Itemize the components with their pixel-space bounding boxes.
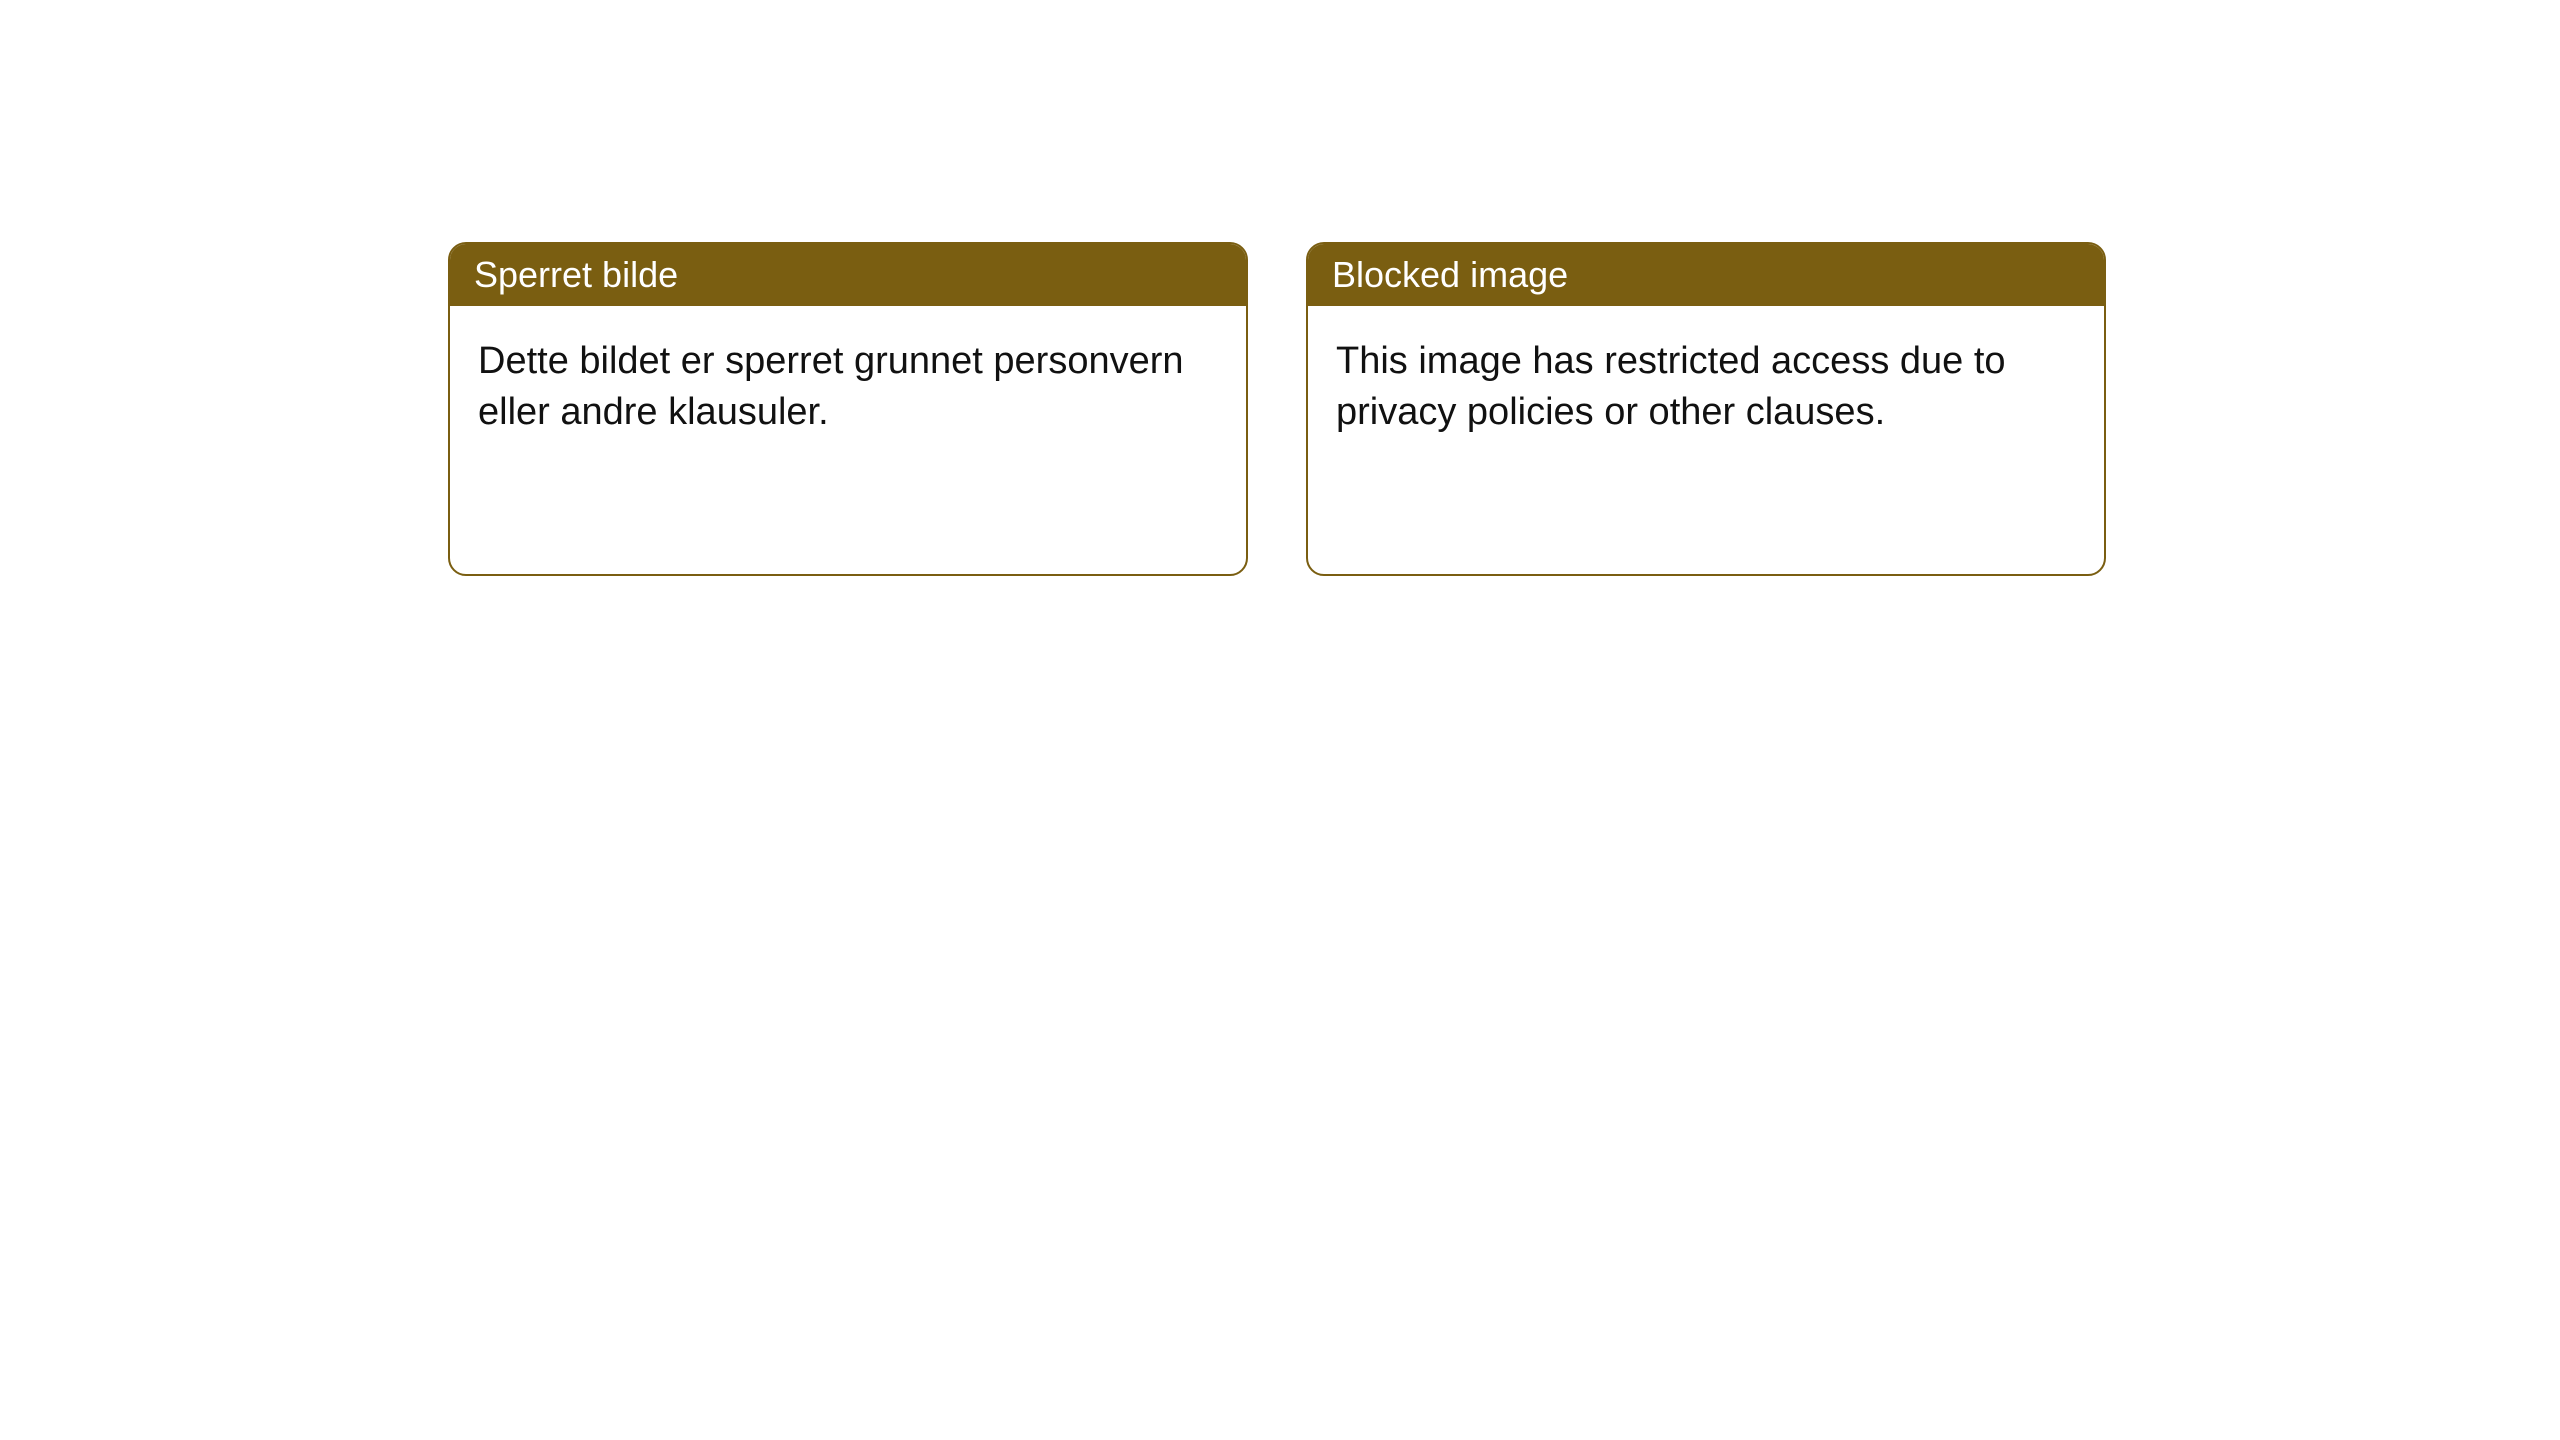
card-body-english: This image has restricted access due to … bbox=[1308, 306, 2104, 469]
notice-card-english: Blocked image This image has restricted … bbox=[1306, 242, 2106, 576]
card-body-norwegian: Dette bildet er sperret grunnet personve… bbox=[450, 306, 1246, 469]
card-header-norwegian: Sperret bilde bbox=[450, 244, 1246, 306]
notice-cards-container: Sperret bilde Dette bildet er sperret gr… bbox=[448, 242, 2106, 576]
card-header-english: Blocked image bbox=[1308, 244, 2104, 306]
notice-card-norwegian: Sperret bilde Dette bildet er sperret gr… bbox=[448, 242, 1248, 576]
